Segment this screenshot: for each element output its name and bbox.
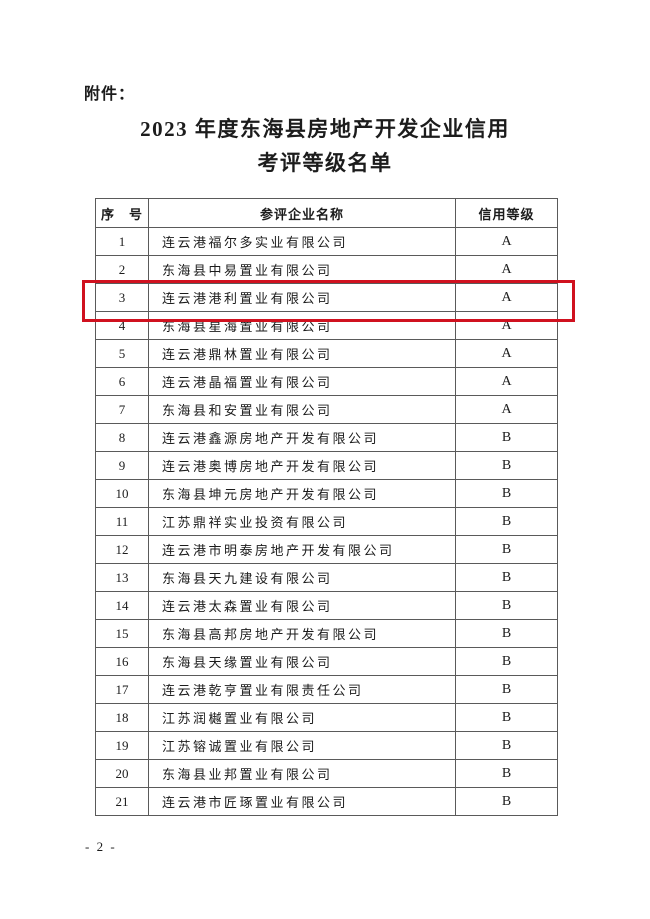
- row-credit-rating: B: [455, 619, 558, 648]
- row-credit-rating: B: [455, 759, 558, 788]
- row-company-name: 东海县中易置业有限公司: [148, 255, 456, 284]
- table-row: 13 东海县天九建设有限公司 B: [95, 563, 558, 592]
- row-credit-rating: B: [455, 731, 558, 760]
- table-row: 6 连云港晶福置业有限公司 A: [95, 367, 558, 396]
- table-row: 1 连云港福尔多实业有限公司 A: [95, 227, 558, 256]
- row-credit-rating: B: [455, 535, 558, 564]
- row-credit-rating: B: [455, 787, 558, 816]
- row-company-name: 连云港鼎林置业有限公司: [148, 339, 456, 368]
- row-credit-rating: A: [455, 283, 558, 312]
- header-credit-rating: 信用等级: [455, 198, 558, 228]
- row-serial-number: 18: [95, 703, 149, 732]
- row-serial-number: 6: [95, 367, 149, 396]
- row-credit-rating: B: [455, 507, 558, 536]
- row-credit-rating: B: [455, 703, 558, 732]
- row-serial-number: 20: [95, 759, 149, 788]
- table-row: 21 连云港市匠琢置业有限公司 B: [95, 787, 558, 816]
- table-row-highlighted: 3 连云港港利置业有限公司 A: [95, 283, 558, 312]
- row-serial-number: 10: [95, 479, 149, 508]
- table-row: 18 江苏润樾置业有限公司 B: [95, 703, 558, 732]
- table-row: 7 东海县和安置业有限公司 A: [95, 395, 558, 424]
- row-serial-number: 3: [95, 283, 149, 312]
- row-credit-rating: B: [455, 451, 558, 480]
- row-credit-rating: B: [455, 563, 558, 592]
- row-credit-rating: A: [455, 227, 558, 256]
- table-row: 20 东海县业邦置业有限公司 B: [95, 759, 558, 788]
- table-row: 17 连云港乾亨置业有限责任公司 B: [95, 675, 558, 704]
- table-row: 12 连云港市明泰房地产开发有限公司 B: [95, 535, 558, 564]
- row-credit-rating: A: [455, 311, 558, 340]
- table-row: 19 江苏镕诚置业有限公司 B: [95, 731, 558, 760]
- row-serial-number: 14: [95, 591, 149, 620]
- table-row: 5 连云港鼎林置业有限公司 A: [95, 339, 558, 368]
- row-serial-number: 2: [95, 255, 149, 284]
- header-row: 序 号 参评企业名称 信用等级: [95, 198, 558, 228]
- row-company-name: 东海县天缘置业有限公司: [148, 647, 456, 676]
- page-number: - 2 -: [85, 839, 117, 854]
- row-company-name: 东海县天九建设有限公司: [148, 563, 456, 592]
- row-credit-rating: B: [455, 675, 558, 704]
- table-header: 序 号 参评企业名称 信用等级: [95, 198, 558, 228]
- row-company-name: 东海县高邦房地产开发有限公司: [148, 619, 456, 648]
- table-row: 16 东海县天缘置业有限公司 B: [95, 647, 558, 676]
- row-company-name: 连云港奥博房地产开发有限公司: [148, 451, 456, 480]
- row-company-name: 连云港市匠琢置业有限公司: [148, 787, 456, 816]
- row-serial-number: 7: [95, 395, 149, 424]
- table-row: 14 连云港太森置业有限公司 B: [95, 591, 558, 620]
- row-company-name: 连云港港利置业有限公司: [148, 283, 456, 312]
- row-company-name: 连云港鑫源房地产开发有限公司: [148, 423, 456, 452]
- row-company-name: 东海县业邦置业有限公司: [148, 759, 456, 788]
- credit-rating-table: 序 号 参评企业名称 信用等级 1 连云港福尔多实业有限公司 A 2 东海县中易置业有限…: [95, 198, 558, 816]
- row-serial-number: 4: [95, 311, 149, 340]
- row-serial-number: 17: [95, 675, 149, 704]
- header-company-name: 参评企业名称: [148, 198, 456, 228]
- row-serial-number: 16: [95, 647, 149, 676]
- row-credit-rating: B: [455, 647, 558, 676]
- row-serial-number: 5: [95, 339, 149, 368]
- row-company-name: 江苏润樾置业有限公司: [148, 703, 456, 732]
- table-row: 4 东海县星海置业有限公司 A: [95, 311, 558, 340]
- row-company-name: 连云港晶福置业有限公司: [148, 367, 456, 396]
- table-row: 8 连云港鑫源房地产开发有限公司 B: [95, 423, 558, 452]
- document-title-line1: 2023 年度东海县房地产开发企业信用: [140, 117, 510, 141]
- row-company-name: 东海县和安置业有限公司: [148, 395, 456, 424]
- row-company-name: 连云港太森置业有限公司: [148, 591, 456, 620]
- row-credit-rating: A: [455, 255, 558, 284]
- row-serial-number: 11: [95, 507, 149, 536]
- row-credit-rating: B: [455, 423, 558, 452]
- row-company-name: 连云港乾亨置业有限责任公司: [148, 675, 456, 704]
- document-title-line2: 考评等级名单: [257, 151, 393, 175]
- table-row: 9 连云港奥博房地产开发有限公司 B: [95, 451, 558, 480]
- table-body: 1 连云港福尔多实业有限公司 A 2 东海县中易置业有限公司 A 3 连云港港利置业有限公司 A…: [95, 227, 558, 816]
- attachment-label: 附件：: [84, 86, 136, 103]
- row-credit-rating: B: [455, 479, 558, 508]
- row-credit-rating: B: [455, 591, 558, 620]
- row-serial-number: 13: [95, 563, 149, 592]
- row-credit-rating: A: [455, 339, 558, 368]
- row-serial-number: 21: [95, 787, 149, 816]
- table-row: 2 东海县中易置业有限公司 A: [95, 255, 558, 284]
- row-company-name: 东海县坤元房地产开发有限公司: [148, 479, 456, 508]
- table-row: 15 东海县高邦房地产开发有限公司 B: [95, 619, 558, 648]
- row-serial-number: 9: [95, 451, 149, 480]
- row-company-name: 连云港市明泰房地产开发有限公司: [148, 535, 456, 564]
- row-company-name: 江苏鼎祥实业投资有限公司: [148, 507, 456, 536]
- row-company-name: 连云港福尔多实业有限公司: [148, 227, 456, 256]
- table-row: 11 江苏鼎祥实业投资有限公司 B: [95, 507, 558, 536]
- row-credit-rating: A: [455, 395, 558, 424]
- row-credit-rating: A: [455, 367, 558, 396]
- row-serial-number: 15: [95, 619, 149, 648]
- row-company-name: 江苏镕诚置业有限公司: [148, 731, 456, 760]
- row-serial-number: 1: [95, 227, 149, 256]
- header-serial-number: 序 号: [95, 198, 149, 228]
- row-company-name: 东海县星海置业有限公司: [148, 311, 456, 340]
- table-row: 10 东海县坤元房地产开发有限公司 B: [95, 479, 558, 508]
- row-serial-number: 19: [95, 731, 149, 760]
- row-serial-number: 12: [95, 535, 149, 564]
- row-serial-number: 8: [95, 423, 149, 452]
